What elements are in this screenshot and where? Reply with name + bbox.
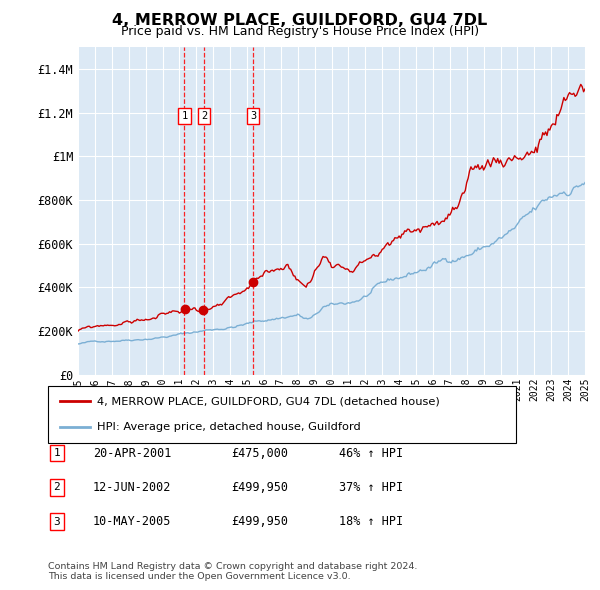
Text: £475,000: £475,000 (231, 447, 288, 460)
Text: 1: 1 (181, 112, 188, 122)
Text: 37% ↑ HPI: 37% ↑ HPI (339, 481, 403, 494)
Text: £499,950: £499,950 (231, 515, 288, 528)
Text: 46% ↑ HPI: 46% ↑ HPI (339, 447, 403, 460)
Text: 4, MERROW PLACE, GUILDFORD, GU4 7DL (detached house): 4, MERROW PLACE, GUILDFORD, GU4 7DL (det… (97, 396, 440, 406)
Text: 2: 2 (201, 112, 207, 122)
Text: Price paid vs. HM Land Registry's House Price Index (HPI): Price paid vs. HM Land Registry's House … (121, 25, 479, 38)
Text: 10-MAY-2005: 10-MAY-2005 (93, 515, 172, 528)
Text: 3: 3 (250, 112, 256, 122)
Text: 18% ↑ HPI: 18% ↑ HPI (339, 515, 403, 528)
Text: 3: 3 (53, 517, 61, 526)
Text: 4, MERROW PLACE, GUILDFORD, GU4 7DL: 4, MERROW PLACE, GUILDFORD, GU4 7DL (112, 13, 488, 28)
Text: Contains HM Land Registry data © Crown copyright and database right 2024.
This d: Contains HM Land Registry data © Crown c… (48, 562, 418, 581)
Text: £499,950: £499,950 (231, 481, 288, 494)
Text: 1: 1 (53, 448, 61, 458)
Text: HPI: Average price, detached house, Guildford: HPI: Average price, detached house, Guil… (97, 422, 361, 431)
Text: 20-APR-2001: 20-APR-2001 (93, 447, 172, 460)
Text: 12-JUN-2002: 12-JUN-2002 (93, 481, 172, 494)
Text: 2: 2 (53, 483, 61, 492)
